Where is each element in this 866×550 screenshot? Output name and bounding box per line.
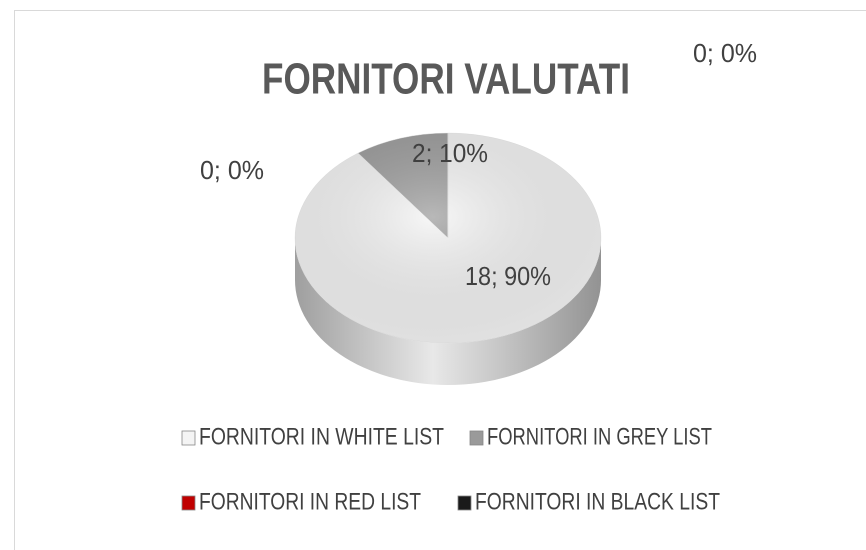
legend-swatch — [181, 495, 196, 511]
legend-label: FORNITORI IN WHITE LIST — [199, 423, 444, 450]
legend-swatch — [181, 430, 196, 446]
pie-side-shade — [295, 238, 601, 385]
pie-top-shade — [295, 133, 601, 343]
data-label: 18; 90% — [465, 261, 551, 291]
data-label: 2; 10% — [412, 138, 488, 168]
legend-swatch — [457, 495, 472, 511]
chart-title: FORNITORI VALUTATI — [262, 55, 630, 104]
data-label: 0; 0% — [200, 155, 264, 185]
legend-label: FORNITORI IN GREY LIST — [487, 423, 712, 450]
legend-label: FORNITORI IN BLACK LIST — [475, 488, 720, 515]
data-label: 0; 0% — [693, 38, 757, 68]
legend-swatch — [469, 430, 484, 446]
legend-label: FORNITORI IN RED LIST — [199, 488, 421, 515]
